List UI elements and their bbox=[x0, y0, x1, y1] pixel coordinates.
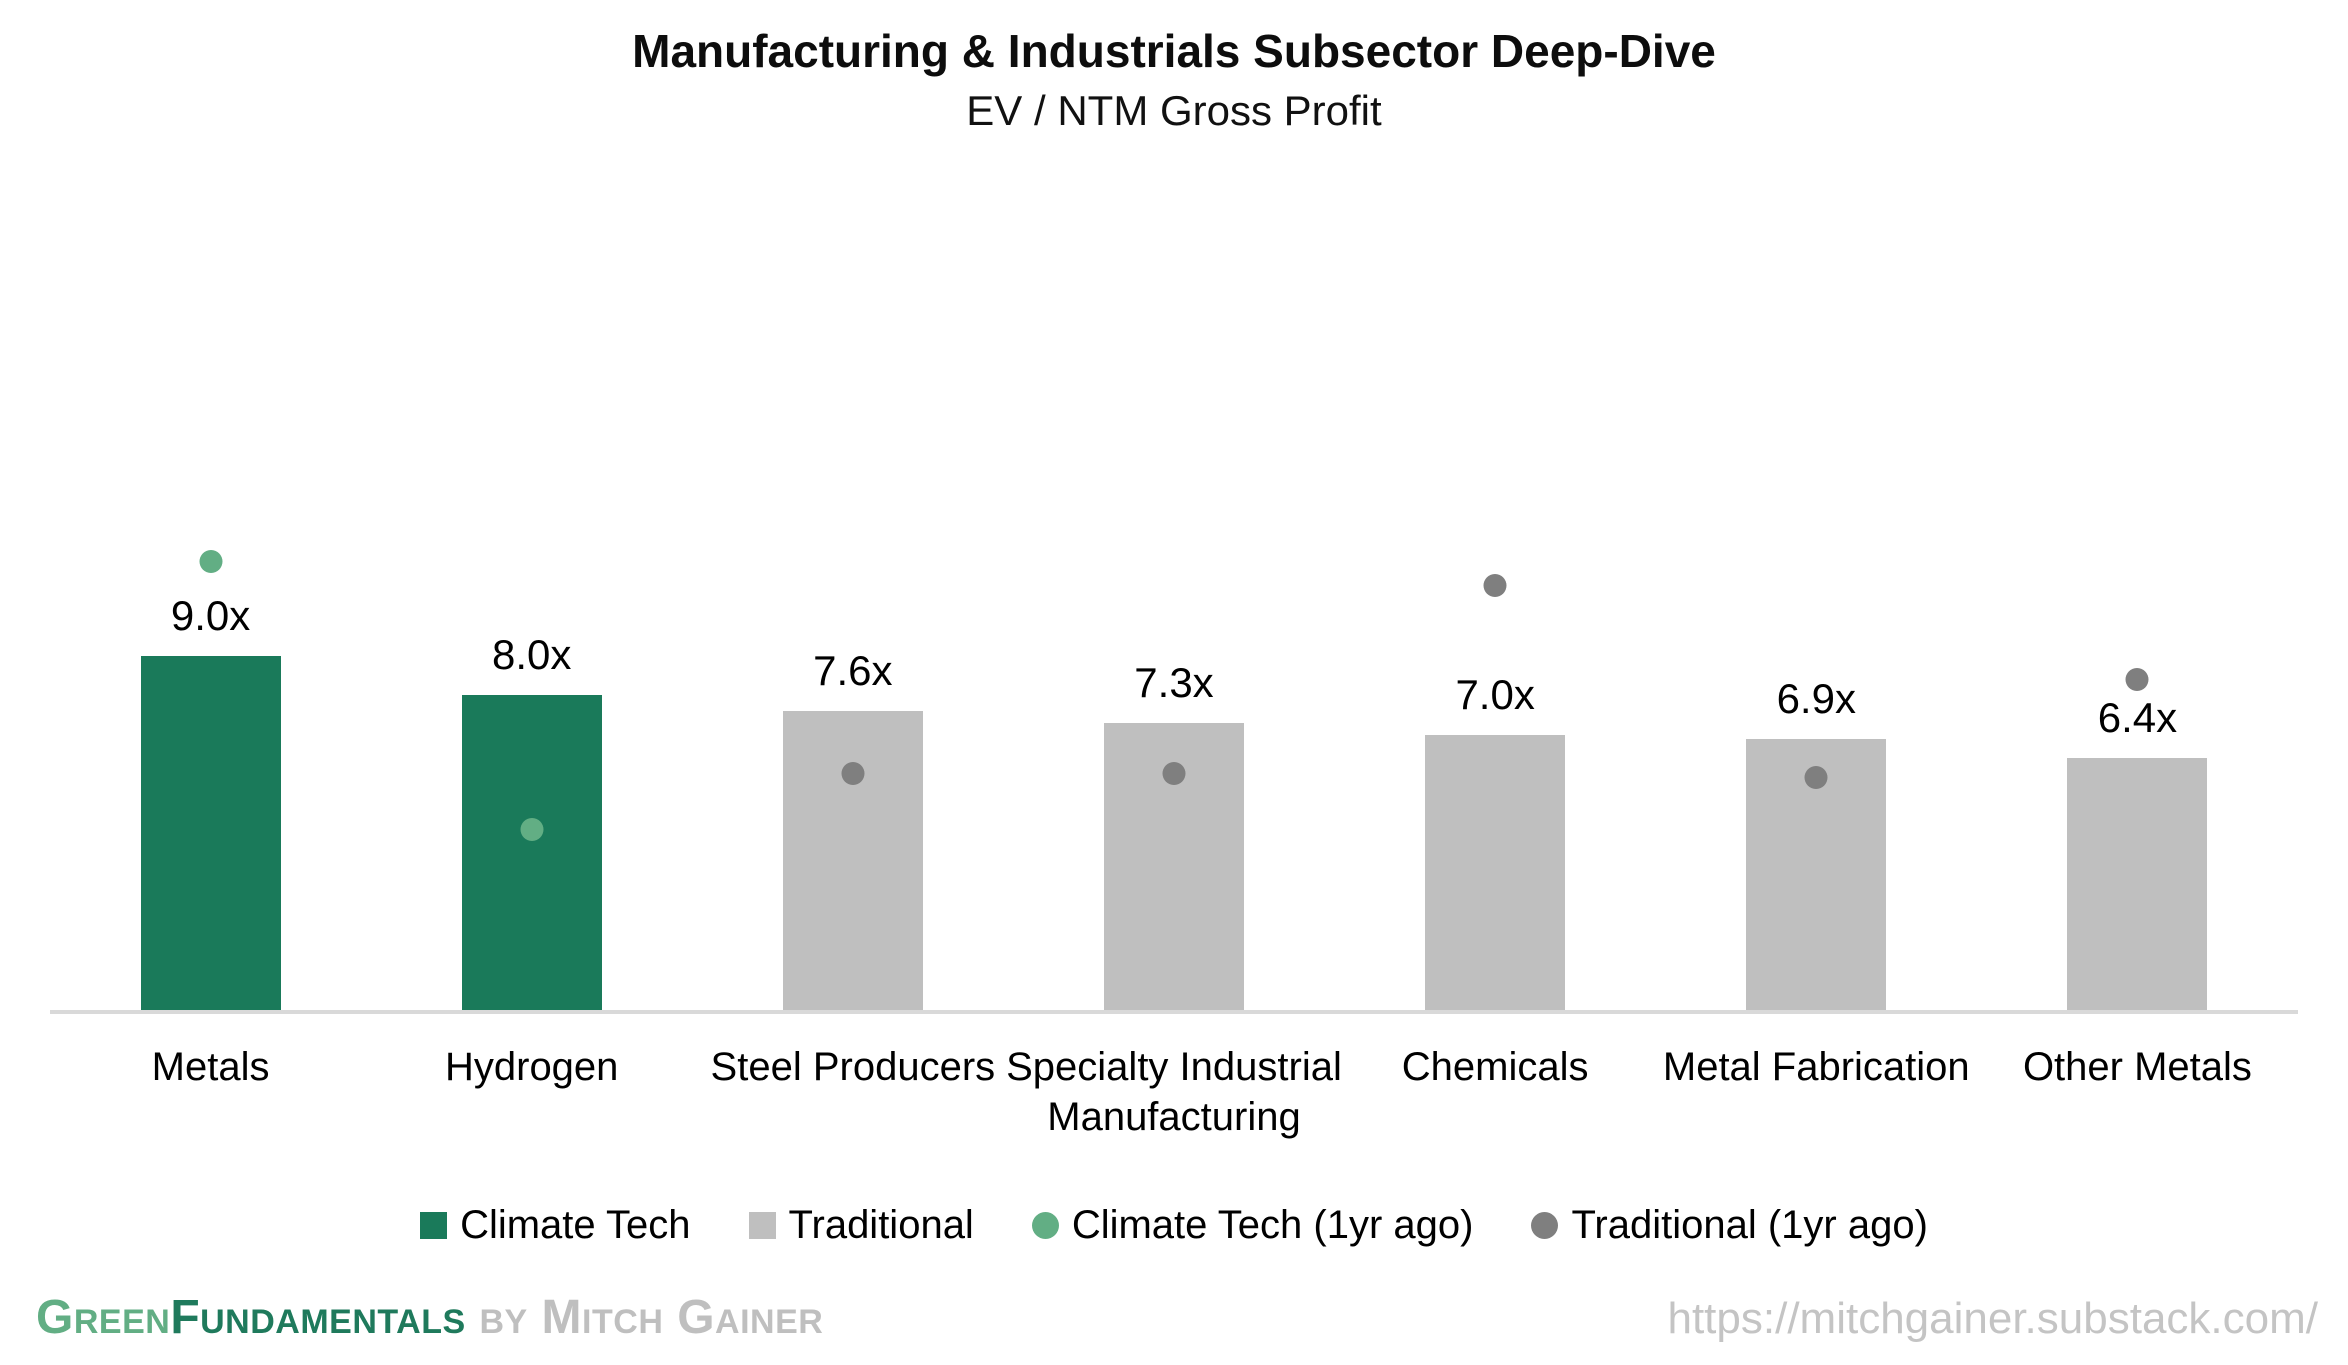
legend: Climate Tech Traditional Climate Tech (1… bbox=[0, 1203, 2348, 1248]
source-url: https://mitchgainer.substack.com/ bbox=[1667, 1294, 2318, 1343]
chart-title: Manufacturing & Industrials Subsector De… bbox=[632, 25, 1716, 77]
category-label: Metals bbox=[151, 1045, 270, 1089]
bar-value-label: 7.6x bbox=[813, 646, 893, 694]
legend-label: Climate Tech bbox=[460, 1203, 691, 1247]
category-slot-metals: 9.0x bbox=[50, 0, 371, 1010]
dot-1yr-ago-other-metals bbox=[2125, 667, 2149, 691]
dot-1yr-ago-metals bbox=[199, 549, 223, 573]
category-slot-steel-producers: 7.6x bbox=[692, 0, 1013, 1010]
category-label: Specialty Industrial Manufacturing bbox=[1006, 1045, 1342, 1139]
bar-value-label: 6.4x bbox=[2097, 694, 2178, 742]
brand-fundamentals: Fundamentals bbox=[170, 1291, 466, 1344]
bar-value-label: 6.9x bbox=[1776, 674, 1856, 722]
category-slot-specialty-industrial-manufacturing: 7.3x bbox=[1013, 0, 1334, 1010]
category-slot-metal-fabrication: 6.9x bbox=[1656, 0, 1977, 1010]
x-axis-line bbox=[50, 1010, 2298, 1014]
category-slot-hydrogen: 8.0x bbox=[371, 0, 692, 1010]
bar-value-label: 9.0x bbox=[170, 591, 251, 639]
category-label: Steel Producers bbox=[710, 1045, 996, 1089]
legend-label: Traditional bbox=[788, 1203, 974, 1247]
category-label: Chemicals bbox=[1401, 1045, 1589, 1089]
brand-byline: by Mitch Gainer bbox=[465, 1291, 824, 1344]
bar-other-metals bbox=[2067, 758, 2208, 1010]
legend-item-climate-tech: Climate Tech bbox=[420, 1203, 691, 1248]
chart-header: Manufacturing & Industrials Subsector De… bbox=[0, 20, 2348, 140]
bar-value-label: 7.0x bbox=[1455, 670, 1535, 718]
bar-value-label: 8.0x bbox=[492, 631, 572, 679]
brand-logo: GreenFundamentals by Mitch Gainer bbox=[36, 1290, 823, 1345]
dot-1yr-ago-steel-producers bbox=[841, 762, 865, 786]
climate-tech-square-icon bbox=[420, 1212, 448, 1239]
bar-chemicals bbox=[1425, 734, 1566, 1010]
traditional-square-icon bbox=[748, 1212, 776, 1239]
legend-label: Traditional (1yr ago) bbox=[1571, 1203, 1928, 1247]
dot-1yr-ago-metal-fabrication bbox=[1804, 766, 1828, 790]
category-slot-chemicals: 7.0x bbox=[1335, 0, 1656, 1010]
bar-steel-producers bbox=[782, 710, 923, 1010]
category-label: Metal Fabrication bbox=[1662, 1045, 1970, 1089]
category-label: Other Metals bbox=[2022, 1045, 2252, 1089]
legend-label: Climate Tech (1yr ago) bbox=[1071, 1203, 1474, 1247]
bar-value-label: 7.3x bbox=[1134, 658, 1214, 706]
legend-item-traditional-1yr-ago: Traditional (1yr ago) bbox=[1531, 1203, 1928, 1248]
category-slot-other-metals: 6.4x bbox=[1977, 0, 2298, 1010]
chart-subtitle: EV / NTM Gross Profit bbox=[966, 87, 1382, 134]
traditional-1yr-ago-circle-icon bbox=[1531, 1212, 1559, 1239]
bar-metals bbox=[140, 655, 281, 1010]
category-label: Hydrogen bbox=[444, 1045, 619, 1089]
brand-green: Green bbox=[36, 1291, 171, 1344]
climate-tech-1yr-ago-circle-icon bbox=[1031, 1212, 1059, 1239]
dot-1yr-ago-hydrogen bbox=[520, 817, 544, 841]
legend-item-traditional: Traditional bbox=[748, 1203, 974, 1248]
dot-1yr-ago-chemicals bbox=[1483, 573, 1507, 597]
legend-item-climate-tech-1yr-ago: Climate Tech (1yr ago) bbox=[1031, 1203, 1474, 1248]
dot-1yr-ago-specialty-industrial-manufacturing bbox=[1162, 762, 1186, 786]
bar-hydrogen bbox=[461, 695, 602, 1010]
